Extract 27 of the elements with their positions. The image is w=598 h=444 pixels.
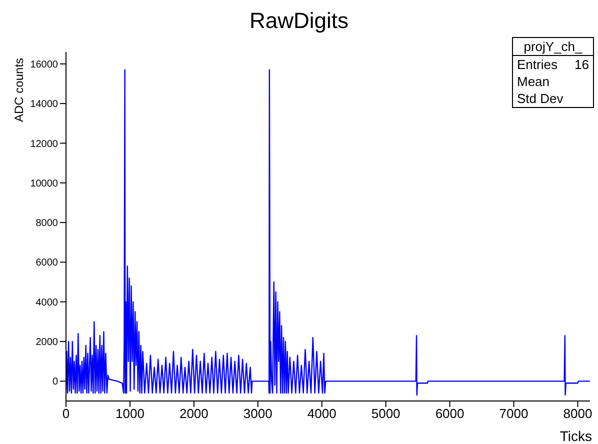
x-tick-label: 7000 <box>499 406 528 422</box>
x-tick-label: 6000 <box>435 406 464 422</box>
x-tick-label: 2000 <box>179 406 208 422</box>
y-tick-label: 14000 <box>30 99 58 110</box>
y-axis-title: ADC counts <box>12 58 26 122</box>
x-tick-label: 0 <box>62 406 70 422</box>
y-tick-label: 16000 <box>30 59 58 70</box>
y-tick-label: 8000 <box>36 218 58 230</box>
x-axis-title: Ticks <box>560 428 592 444</box>
annotation: Mean <box>516 73 551 90</box>
annotation: projY_ch_ <box>513 38 593 56</box>
y-tick-label: 0 <box>52 376 58 388</box>
y-tick-label: 4000 <box>36 297 58 308</box>
line-series <box>66 69 590 396</box>
annotation: Std Dev <box>516 90 564 107</box>
y-tick-label: 6000 <box>36 258 58 269</box>
x-tick-label: 5000 <box>371 406 400 422</box>
x-tick-label: 8000 <box>563 406 592 422</box>
x-tick-label: 1000 <box>116 406 144 422</box>
x-tick-label: 3000 <box>243 406 272 422</box>
annotation: 16 <box>574 57 589 72</box>
y-tick-label: 12000 <box>30 138 58 150</box>
x-tick-label: 4000 <box>307 406 336 422</box>
y-tick-label: 2000 <box>36 337 58 348</box>
annotation: Entries <box>517 57 558 72</box>
chart-title: RawDigits <box>248 8 350 34</box>
y-tick-label: 10000 <box>30 178 58 190</box>
